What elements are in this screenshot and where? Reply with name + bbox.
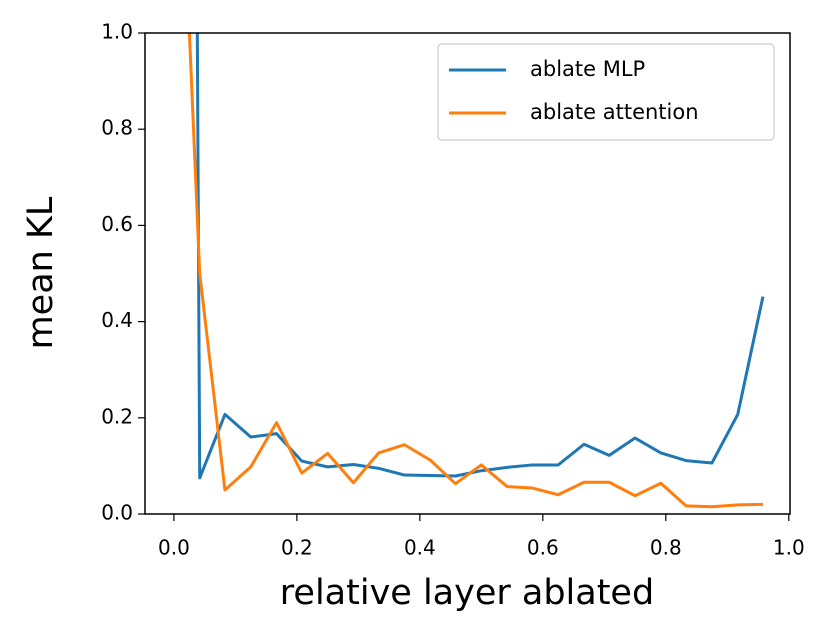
x-tick-label: 0.4 xyxy=(404,536,436,560)
y-tick-label: 0.4 xyxy=(101,308,133,332)
x-tick-label: 0.8 xyxy=(650,536,682,560)
x-axis-label: relative layer ablated xyxy=(280,573,654,613)
legend-label: ablate MLP xyxy=(530,57,645,81)
series-line xyxy=(187,33,763,509)
x-tick-label: 0.6 xyxy=(527,536,559,560)
x-tick-label: 0.2 xyxy=(281,536,313,560)
y-tick-label: 0.0 xyxy=(101,501,133,525)
legend-box xyxy=(437,43,775,141)
x-tick-label: 0.0 xyxy=(158,536,190,560)
plot-area xyxy=(187,33,765,509)
y-tick-label: 0.6 xyxy=(101,212,133,236)
x-tick-label: 1.0 xyxy=(773,536,805,560)
y-tick-label: 1.0 xyxy=(101,20,133,44)
legend-label: ablate attention xyxy=(530,100,699,124)
plot-frame xyxy=(144,32,791,515)
y-tick-label: 0.8 xyxy=(101,116,133,140)
y-axis-label: mean KL xyxy=(21,196,61,349)
y-tick-label: 0.2 xyxy=(101,404,133,428)
